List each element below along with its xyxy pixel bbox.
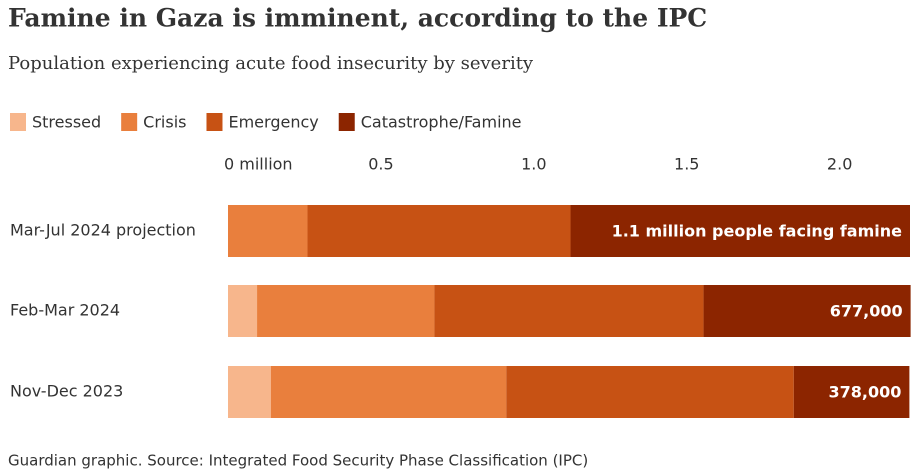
legend-swatch [121,113,138,131]
bar-segment [257,285,435,337]
value-label: 1.1 million people facing famine [612,222,903,241]
legend-swatch [10,113,26,131]
chart-title: Famine in Gaza is imminent, according to… [8,4,707,33]
x-tick-label: 0.5 [368,155,393,174]
bar-segment [228,366,271,418]
value-label: 378,000 [829,383,902,402]
legend-label: Catastrophe/Famine [361,113,522,132]
bar-segment [228,285,258,337]
bar-segment [228,205,308,257]
legend-label: Emergency [228,113,318,132]
x-tick-label: 1.5 [674,155,699,174]
legend-label: Stressed [32,113,101,132]
bar-segment [307,205,571,257]
legend-swatch [206,113,223,131]
x-tick-label: 1.0 [521,155,546,174]
legend-label: Crisis [143,113,186,132]
x-tick-label: 0 million [224,155,293,174]
value-label: 677,000 [830,302,903,321]
bar-segment [506,366,794,418]
bar-segment [570,205,910,257]
x-tick-label: 2.0 [827,155,852,174]
bar-segment [703,285,911,337]
category-label: Nov-Dec 2023 [10,382,123,401]
legend-swatch [338,113,355,131]
bar-segment [793,366,910,418]
source-note: Guardian graphic. Source: Integrated Foo… [8,452,588,470]
category-label: Mar-Jul 2024 projection [10,221,196,240]
bar-segment [434,285,704,337]
bar-segment [270,366,507,418]
chart-subtitle: Population experiencing acute food insec… [8,53,534,74]
category-label: Feb-Mar 2024 [10,301,120,320]
